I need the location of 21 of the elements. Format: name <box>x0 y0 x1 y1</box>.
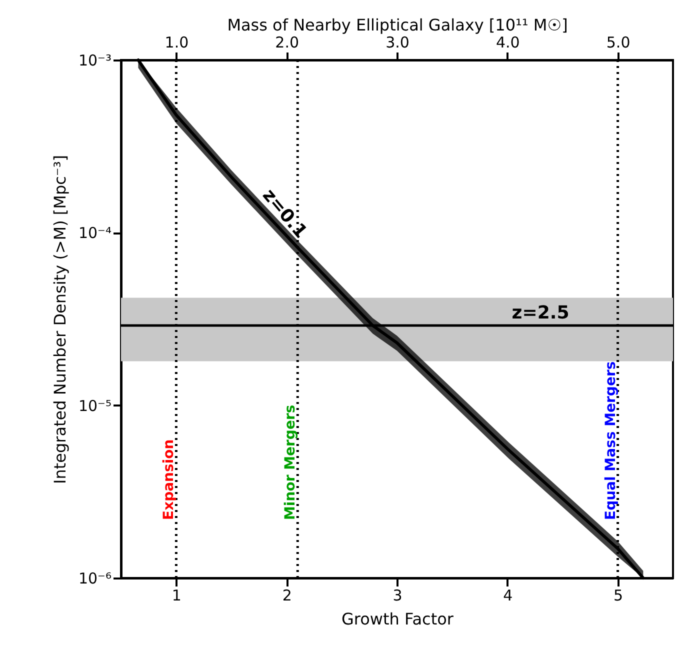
x2-tick-label: 4.0 <box>496 34 520 52</box>
x2-tick-label: 1.0 <box>164 34 189 52</box>
x2-tick-label: 5.0 <box>606 34 630 52</box>
y-tick-label: 10⁻⁴ <box>78 224 112 242</box>
y-tick-label: 10⁻⁶ <box>78 570 112 588</box>
ref-line-label: Equal Mass Mergers <box>602 361 619 520</box>
x-axis-title: Growth Factor <box>342 610 454 628</box>
x2-tick-label: 2.0 <box>275 34 300 52</box>
annotation: z=2.5 <box>512 302 570 324</box>
x-tick-label: 4 <box>503 586 513 604</box>
x2-tick-label: 3.0 <box>386 34 410 52</box>
x-tick-label: 3 <box>392 586 402 604</box>
y-axis-title: Integrated Number Density (>M) [Mpc⁻³] <box>50 154 70 484</box>
x-tick-label: 5 <box>614 586 624 604</box>
x2-axis-title: Mass of Nearby Elliptical Galaxy [10¹¹ M☉] <box>227 16 568 34</box>
x-tick-label: 1 <box>172 586 182 604</box>
y-tick-label: 10⁻⁵ <box>78 396 112 415</box>
x-tick-label: 2 <box>282 586 292 604</box>
y-tick-label: 10⁻³ <box>78 52 112 70</box>
ref-line-label: Expansion <box>161 439 178 520</box>
ref-line-label: Minor Mergers <box>282 404 299 520</box>
